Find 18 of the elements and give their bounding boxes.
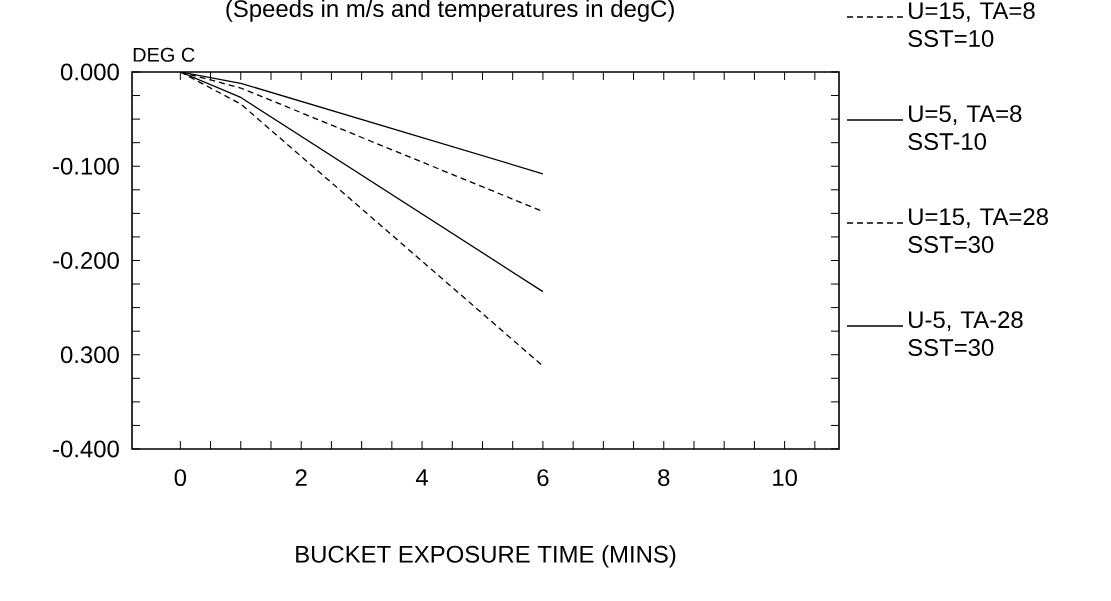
x-tick-label: 8 <box>658 469 670 487</box>
legend-label: U=15, TA=28 SST=30 <box>908 208 1048 254</box>
legend-label: U=5, TA=8 SST-10 <box>908 105 1022 151</box>
x-axis-title: BUCKET EXPOSURE TIME (MINS) <box>296 545 676 568</box>
y-tick-label: -0.200 <box>53 252 119 269</box>
x-tick-label: 6 <box>537 469 549 487</box>
x-tick-label: 10 <box>773 469 797 487</box>
legend-label: U=15, TA=8 SST=10 <box>908 2 1035 48</box>
y-tick-label: -0.400 <box>53 440 119 458</box>
y-tick-label: -0.100 <box>53 157 119 175</box>
y-axis-title: DEG C <box>133 47 195 62</box>
x-tick-label: 4 <box>415 469 428 486</box>
legend-label: U-5, TA-28 SST=30 <box>908 311 1023 357</box>
y-tick-label: 0.300 <box>60 346 119 364</box>
x-tick-label: 0 <box>174 469 187 487</box>
x-tick-label: 2 <box>295 469 307 486</box>
y-tick-label: 0.000 <box>60 63 119 81</box>
chart-subtitle: (Speeds in m/s and temperatures in degC) <box>226 0 674 22</box>
